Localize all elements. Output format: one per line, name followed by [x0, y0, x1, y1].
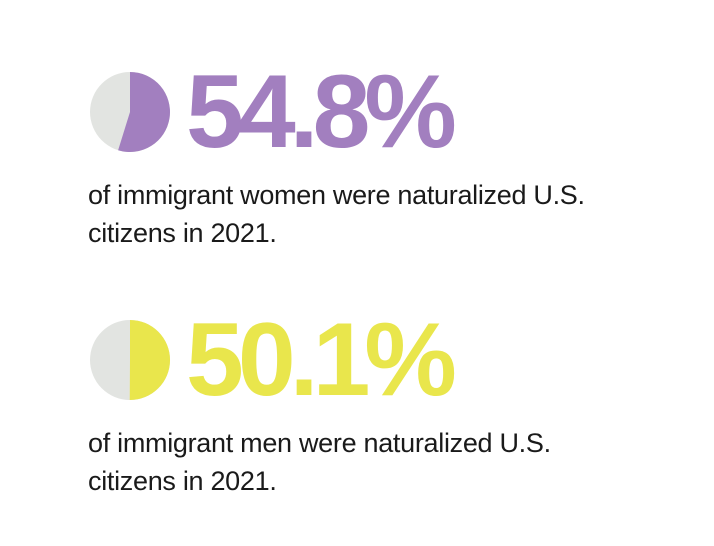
- men-caption: of immigrant men were naturalized U.S. c…: [88, 428, 551, 496]
- stat-women: 54.8% of immigrant women were naturalize…: [88, 52, 608, 252]
- stat-men-header: 50.1%: [88, 300, 608, 420]
- men-pie-slice-naturalized: [129, 320, 171, 400]
- women-pie-chart: [90, 72, 170, 152]
- women-pie-slice-naturalized: [118, 72, 170, 152]
- women-value-label: 54.8%: [186, 54, 457, 170]
- stat-men: 50.1% of immigrant men were naturalized …: [88, 300, 608, 500]
- women-caption: of immigrant women were naturalized U.S.…: [88, 180, 585, 248]
- men-value-label: 50.1%: [186, 302, 457, 418]
- men-pie-chart: [90, 320, 171, 400]
- stat-women-header: 54.8%: [88, 52, 608, 172]
